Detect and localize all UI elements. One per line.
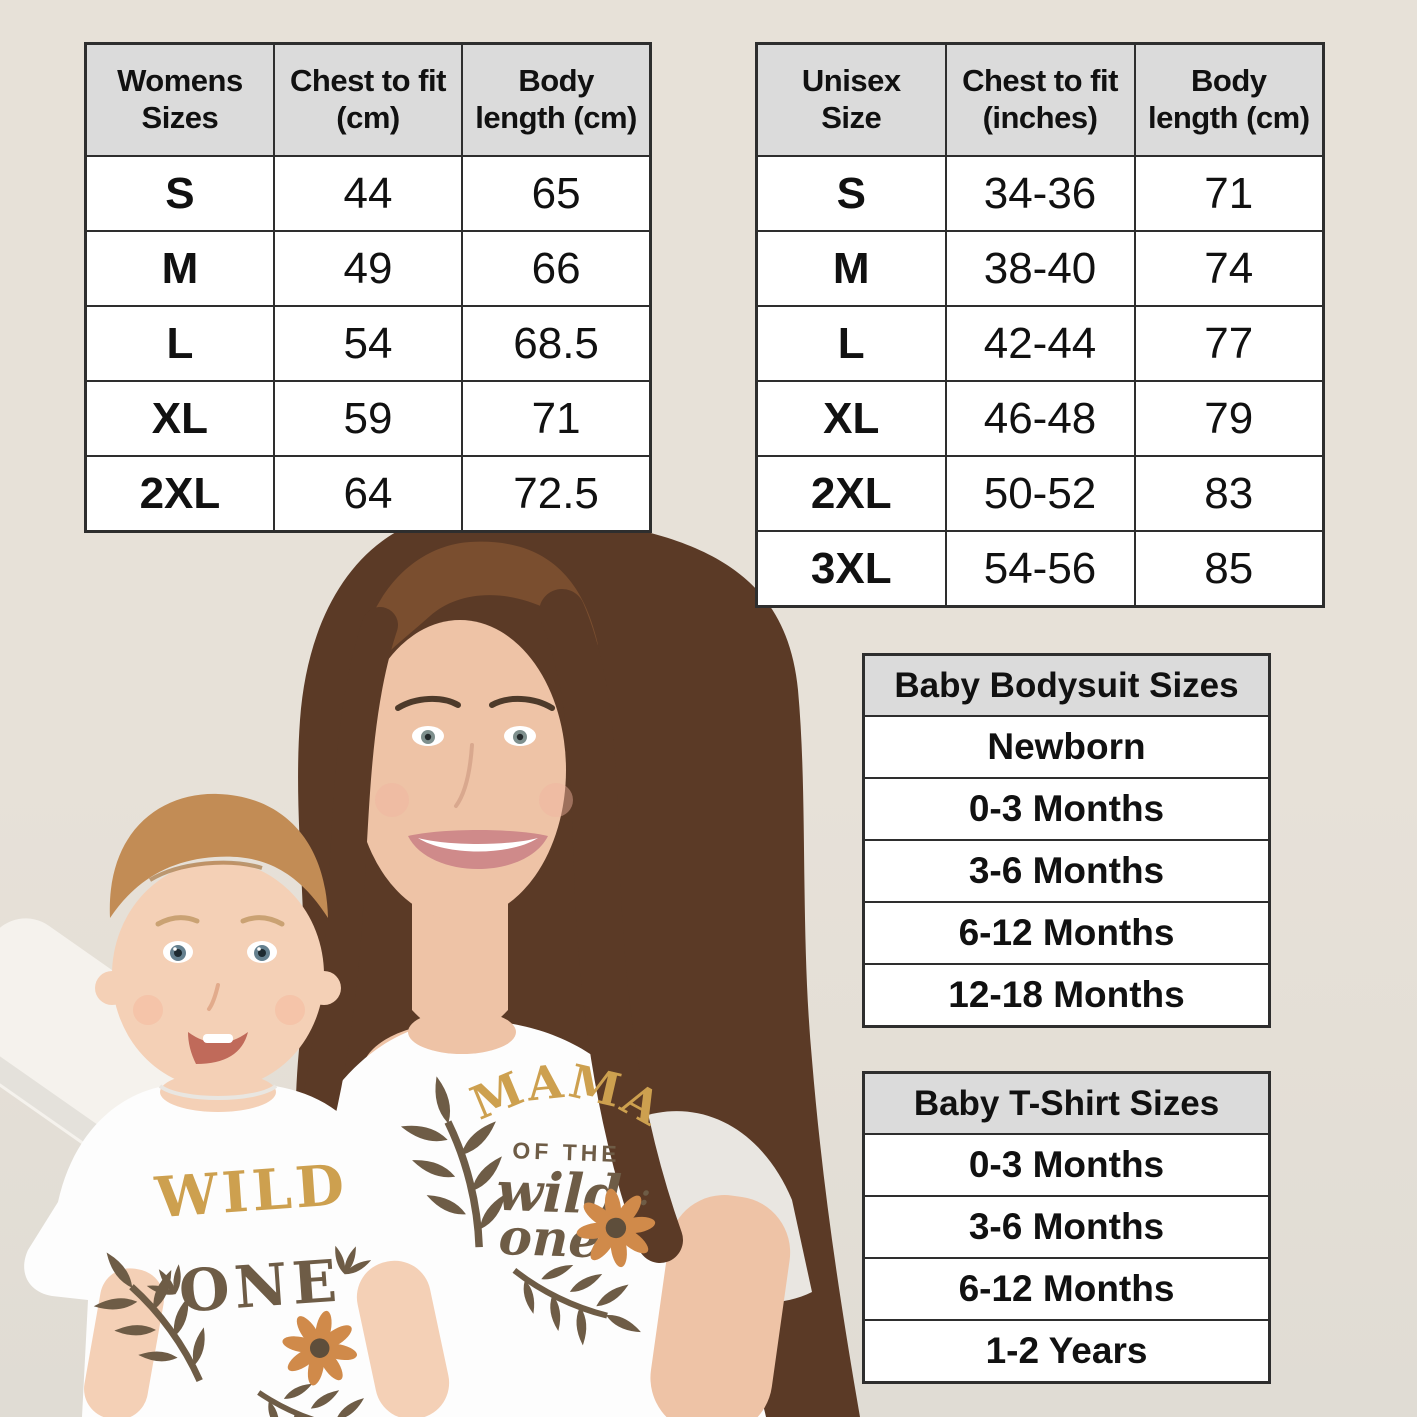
womens-sizes-table: Womens Sizes Chest to fit (cm) Body length… xyxy=(84,42,652,533)
value-cell: 74 xyxy=(1133,230,1325,307)
value-cell: 38-40 xyxy=(944,230,1136,307)
column-header: Chest to fit (cm) xyxy=(272,42,464,157)
baby-shirt-line1: WILD xyxy=(152,1152,350,1231)
value-cell: 66 xyxy=(461,230,652,307)
size-cell: L xyxy=(755,305,947,382)
value-cell: 79 xyxy=(1133,380,1325,457)
value-cell: 65 xyxy=(461,155,652,232)
column-header: Body length (cm) xyxy=(1133,42,1325,157)
size-cell: 12-18 Months xyxy=(862,963,1271,1028)
value-cell: 72.5 xyxy=(461,455,652,533)
baby-bodysuit-sizes-table: Baby Bodysuit Sizes Newborn 0-3 Months 3-6 … xyxy=(862,653,1271,1028)
size-cell: 1-2 Years xyxy=(862,1319,1271,1384)
mother-fringe xyxy=(352,541,598,705)
value-cell: 34-36 xyxy=(944,155,1136,232)
size-cell: 0-3 Months xyxy=(862,1133,1271,1197)
value-cell: 42-44 xyxy=(944,305,1136,382)
size-cell: 3-6 Months xyxy=(862,1195,1271,1259)
unisex-sizes-table: Unisex Size Chest to fit (inches) Body len… xyxy=(755,42,1325,608)
column-header: Body length (cm) xyxy=(461,42,652,157)
baby-smile xyxy=(188,1032,248,1064)
table-title: Baby Bodysuit Sizes xyxy=(862,653,1271,717)
mother-eyes xyxy=(395,695,555,746)
size-cell: S xyxy=(755,155,947,232)
size-cell: M xyxy=(755,230,947,307)
value-cell: 50-52 xyxy=(944,455,1136,532)
value-cell: 49 xyxy=(272,230,464,307)
size-cell: 0-3 Months xyxy=(862,777,1271,841)
size-cell: L xyxy=(84,305,275,382)
mom-shirt-line2: OF THE xyxy=(512,1137,621,1167)
wild-one-shirt-graphic: WILD ONE xyxy=(65,1152,394,1417)
column-header: Unisex Size xyxy=(755,42,947,157)
value-cell: 44 xyxy=(272,155,464,232)
value-cell: 46-48 xyxy=(944,380,1136,457)
size-cell: 2XL xyxy=(755,455,947,532)
mother-smile xyxy=(408,830,548,869)
size-cell: 3XL xyxy=(755,530,947,608)
mom-shirt-flourish: : xyxy=(639,1178,651,1213)
size-cell: XL xyxy=(84,380,275,457)
value-cell: 71 xyxy=(461,380,652,457)
size-cell: XL xyxy=(755,380,947,457)
baby-eyes xyxy=(155,915,285,963)
value-cell: 85 xyxy=(1133,530,1325,608)
value-cell: 59 xyxy=(272,380,464,457)
value-cell: 77 xyxy=(1133,305,1325,382)
column-header: Chest to fit (inches) xyxy=(944,42,1136,157)
size-cell: 3-6 Months xyxy=(862,839,1271,903)
column-header: Womens Sizes xyxy=(84,42,275,157)
baby-tshirt-sizes-table: Baby T-Shirt Sizes 0-3 Months 3-6 Months 6-… xyxy=(862,1071,1271,1384)
size-cell: 2XL xyxy=(84,455,275,533)
mother-arm xyxy=(650,1195,791,1417)
table-title: Baby T-Shirt Sizes xyxy=(862,1071,1271,1135)
value-cell: 83 xyxy=(1133,455,1325,532)
size-cell: M xyxy=(84,230,275,307)
value-cell: 71 xyxy=(1133,155,1325,232)
baby-arm-right xyxy=(356,1260,450,1417)
baby-shirt-line2: ONE xyxy=(177,1247,344,1326)
value-cell: 54-56 xyxy=(944,530,1136,608)
value-cell: 54 xyxy=(272,305,464,382)
size-cell: 6-12 Months xyxy=(862,1257,1271,1321)
size-cell: 6-12 Months xyxy=(862,901,1271,965)
size-cell: S xyxy=(84,155,275,232)
value-cell: 64 xyxy=(272,455,464,533)
size-cell: Newborn xyxy=(862,715,1271,779)
mother-figure xyxy=(282,512,860,1417)
baby-hair xyxy=(109,793,328,918)
value-cell: 68.5 xyxy=(461,305,652,382)
